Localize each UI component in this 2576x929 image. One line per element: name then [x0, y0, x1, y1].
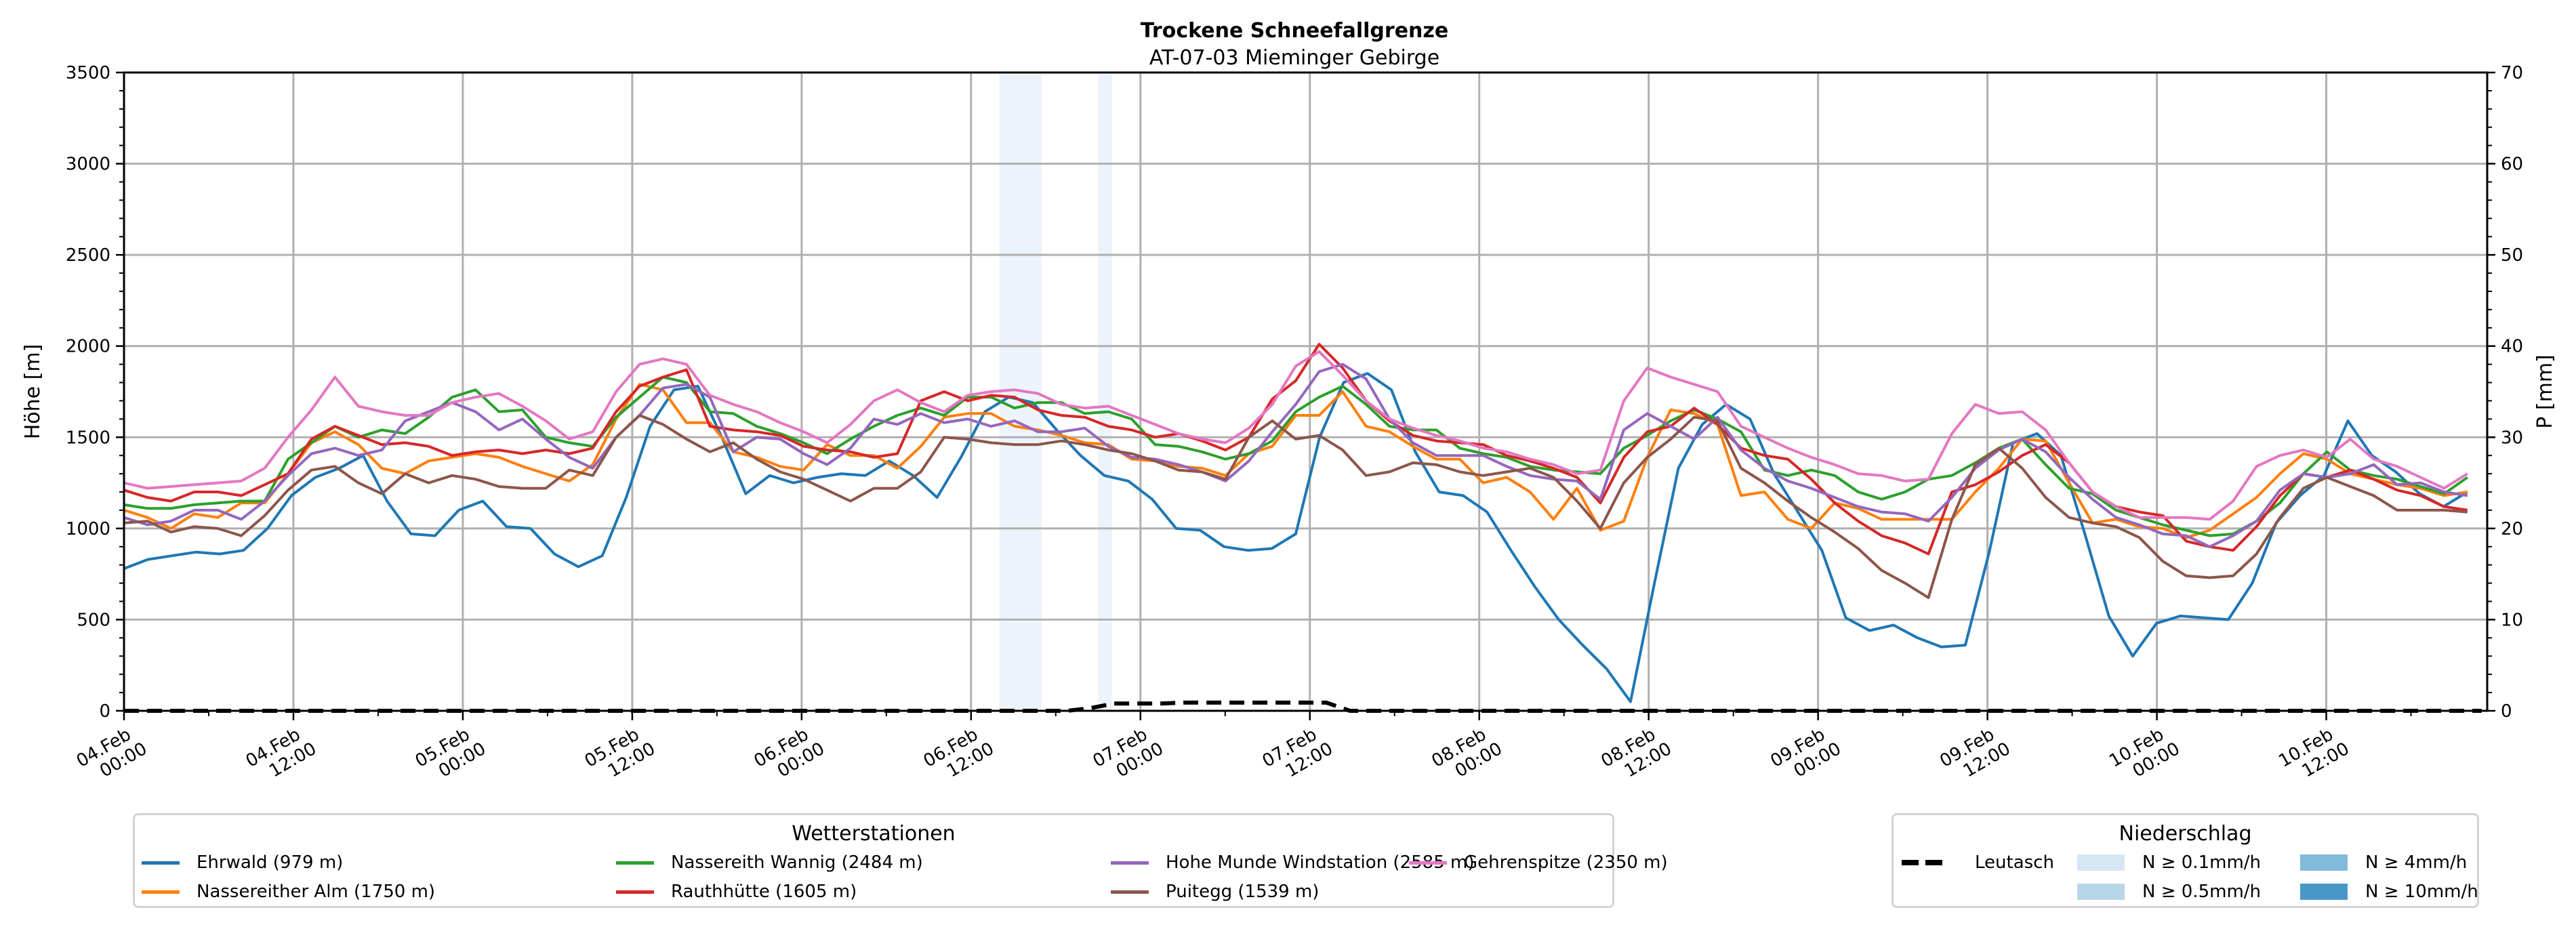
patch-swatch-icon	[2300, 854, 2348, 871]
dashed-line-swatch-icon	[1902, 860, 1942, 865]
legend-precip-title: Niederschlag	[2119, 822, 2252, 846]
line-swatch-icon	[1409, 861, 1447, 865]
y2-tick-label: 40	[2501, 337, 2523, 357]
series-line-4	[123, 363, 2468, 548]
line-swatch-icon	[1111, 890, 1149, 894]
legend-label: Puitegg (1539 m)	[1166, 882, 1320, 902]
y2-tick-label: 60	[2501, 154, 2523, 175]
y-axis-label: Höhe [m]	[21, 344, 45, 440]
series-lines	[123, 343, 2468, 703]
precip-line-group	[124, 700, 2482, 713]
legend-item-station: Ehrwald (979 m)	[142, 852, 343, 873]
legend-label: Nassereither Alm (1750 m)	[197, 882, 436, 902]
legend-precip: Niederschlag Leutasch N ≥ 0.1mm/h N ≥ 0.…	[1892, 813, 2479, 908]
legend-item-station: Nassereither Alm (1750 m)	[142, 881, 435, 903]
line-swatch-icon	[142, 861, 180, 865]
y-tick-label: 1500	[66, 428, 110, 448]
legend-label: N ≥ 4mm/h	[2365, 852, 2468, 873]
y2-tick-label: 10	[2501, 610, 2523, 630]
legend-label: Rauthhütte (1605 m)	[671, 882, 857, 902]
legend-item-class-0: N ≥ 0.1mm/h	[2077, 852, 2261, 873]
patch-swatch-icon	[2077, 884, 2125, 900]
legend-item-leutasch: Leutasch	[1902, 852, 2054, 873]
y2-tick-label: 0	[2501, 701, 2512, 722]
series-line-5	[123, 414, 2468, 600]
precip-band	[1098, 73, 1113, 711]
patch-swatch-icon	[2077, 854, 2125, 871]
plot-frame	[123, 71, 2489, 712]
y-tick-label: 500	[77, 610, 110, 630]
y-tick-label: 2000	[66, 337, 110, 357]
legend-item-station: Rauthhütte (1605 m)	[616, 881, 857, 903]
series-line-1	[123, 383, 2468, 539]
legend-label: N ≥ 0.5mm/h	[2142, 882, 2262, 902]
series-line-0	[123, 372, 2468, 703]
y-tick-label: 1000	[66, 519, 110, 539]
series-line-6	[123, 350, 2468, 521]
precip-line-leutasch	[124, 700, 2482, 713]
y2-axis-ticks: 0 10 20 30 40 50 60 70	[2487, 63, 2523, 722]
precip-bands	[999, 73, 1113, 711]
y2-axis-label: P [mm]	[2533, 354, 2557, 428]
y-axis-ticks: 0 500 1000 1500 2000 2500 3000 3500	[66, 63, 124, 722]
legend-label: N ≥ 10mm/h	[2365, 882, 2478, 902]
series-line-2	[123, 375, 2468, 537]
y-tick-label: 3500	[66, 63, 110, 83]
chart-subtitle: AT-07-03 Mieminger Gebirge	[1149, 46, 1439, 70]
line-swatch-icon	[1111, 861, 1149, 865]
series-line-3	[123, 343, 2468, 556]
legend-label: Ehrwald (979 m)	[197, 852, 344, 873]
legend-item-station: Nassereith Wannig (2484 m)	[616, 852, 923, 873]
y2-tick-label: 20	[2501, 519, 2523, 539]
chart-title: Trockene Schneefallgrenze	[1141, 19, 1448, 43]
legend-label: Leutasch	[1975, 852, 2054, 873]
legend-item-class-2: N ≥ 4mm/h	[2300, 852, 2467, 873]
y2-tick-label: 70	[2501, 63, 2523, 83]
legend-item-class-3: N ≥ 10mm/h	[2300, 881, 2478, 903]
line-swatch-icon	[616, 861, 654, 865]
line-swatch-icon	[616, 890, 654, 894]
legend-item-station: Puitegg (1539 m)	[1111, 881, 1319, 903]
y2-tick-label: 30	[2501, 428, 2523, 448]
legend-item-station: Gehrenspitze (2350 m)	[1409, 852, 1668, 873]
patch-swatch-icon	[2300, 884, 2348, 900]
line-swatch-icon	[142, 890, 180, 894]
legend-label: Gehrenspitze (2350 m)	[1464, 852, 1668, 873]
legend-stations: Wetterstationen Ehrwald (979 m) Nassereit…	[133, 813, 1668, 908]
legend-item-class-1: N ≥ 0.5mm/h	[2077, 881, 2261, 903]
y2-tick-label: 50	[2501, 245, 2523, 266]
legend-stations-title: Wetterstationen	[792, 822, 956, 846]
legend-label: N ≥ 0.1mm/h	[2142, 852, 2262, 873]
legend-label: Nassereith Wannig (2484 m)	[671, 852, 923, 873]
y-tick-label: 2500	[66, 245, 110, 266]
y-tick-label: 3000	[66, 154, 110, 175]
y-tick-label: 0	[99, 701, 110, 722]
